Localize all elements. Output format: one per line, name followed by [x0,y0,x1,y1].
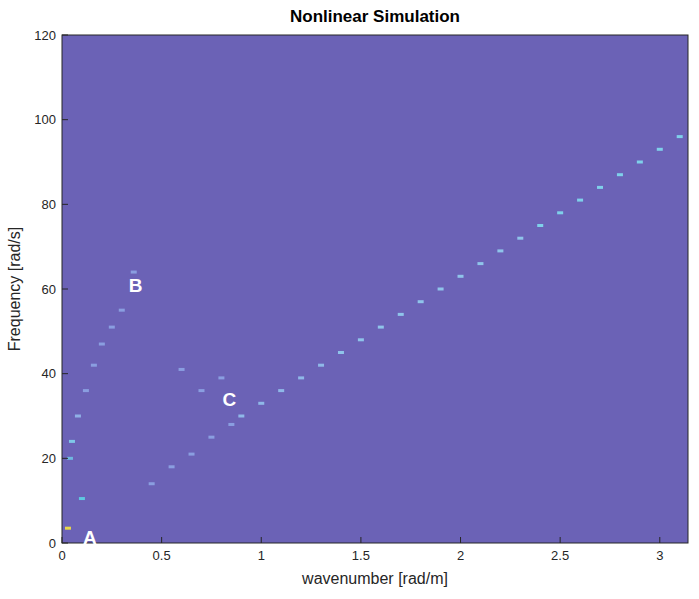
point [557,211,563,214]
point [91,364,97,367]
annotation: B [129,275,143,296]
y-tick [62,373,68,374]
point [537,224,543,227]
point [169,465,175,468]
point [378,326,384,329]
point [83,389,89,392]
point [99,343,105,346]
x-tick [161,537,162,543]
y-tick [62,35,68,36]
x-axis-title: wavenumber [rad/m] [301,570,448,587]
annotation: A [83,527,97,548]
x-tick-label: 2 [457,548,464,563]
y-tick [62,458,68,459]
x-tick-label: 1 [258,548,265,563]
y-tick-label: 60 [42,282,56,297]
point [198,389,204,392]
point [398,313,404,316]
point [218,376,224,379]
point [617,173,623,176]
title: Nonlinear Simulation [290,7,460,26]
y-tick [62,289,68,290]
point [358,338,364,341]
point [258,402,264,405]
point [677,135,683,138]
point [109,326,115,329]
point [657,148,663,151]
marks [65,135,683,530]
point [131,271,137,274]
point [497,249,503,252]
x-tick-label: 0 [58,548,65,563]
point [208,436,214,439]
x-tick [261,537,262,543]
point [238,415,244,418]
y-tick-label: 100 [34,112,56,127]
x-tick [62,537,63,543]
point [75,415,81,418]
point [69,440,75,443]
plot-background [62,35,688,543]
point [637,161,643,164]
point [418,300,424,303]
y-axis-title: Frequency [rad/s] [6,227,23,352]
point [119,309,125,312]
x-tick [659,537,660,543]
point [65,527,71,530]
point [79,497,85,500]
y-tick-label: 0 [49,536,56,551]
x-tick [460,537,461,543]
y-tick [62,543,68,544]
point [179,368,185,371]
y-tick [62,204,68,205]
x-tick-label: 2.5 [551,548,569,563]
point [597,186,603,189]
x-tick [560,537,561,543]
y-tick-label: 20 [42,451,56,466]
y-tick [62,119,68,120]
point [149,482,155,485]
x-tick-label: 1.5 [352,548,370,563]
point [318,364,324,367]
point [438,288,444,291]
point [477,262,483,265]
x-tick-label: 0.5 [153,548,171,563]
point [228,423,234,426]
x-tick [360,537,361,543]
y-tick-label: 40 [42,366,56,381]
point [278,389,284,392]
point [298,376,304,379]
point [517,237,523,240]
y-tick-label: 80 [42,197,56,212]
point [338,351,344,354]
y-tick-label: 120 [34,28,56,43]
x-tick-label: 3 [656,548,663,563]
chart: 0 0.5 1 1.5 2 2.5 3 0 20 40 60 80 100 120 Nonlinear Si… [0,0,699,599]
point [189,453,195,456]
frame [62,35,688,543]
point [577,199,583,202]
annotation: C [223,389,237,410]
point [458,275,464,278]
